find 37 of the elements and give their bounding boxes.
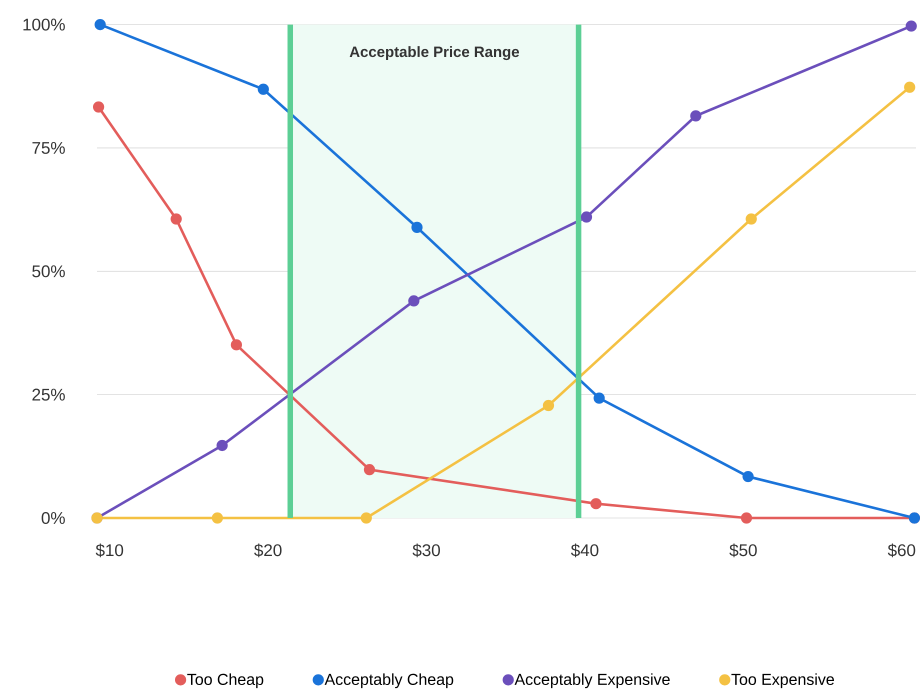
x-tick-label: $60 — [888, 544, 916, 558]
point — [364, 464, 376, 476]
point — [690, 110, 702, 122]
point — [212, 512, 223, 524]
x-tick-label: $30 — [412, 544, 440, 558]
y-tick-label: 100% — [23, 18, 65, 31]
legend-label: Too Expensive — [731, 673, 834, 688]
point — [906, 20, 917, 32]
point — [94, 18, 106, 30]
legend-label: Acceptably Cheap — [324, 673, 454, 688]
point — [216, 440, 228, 452]
point — [408, 295, 420, 307]
x-tick-label: $20 — [254, 544, 282, 558]
point — [740, 512, 752, 524]
point — [742, 470, 754, 482]
x-tick-label: $10 — [96, 544, 124, 558]
point — [170, 213, 182, 225]
point — [542, 400, 554, 412]
x-tick-label: $40 — [570, 544, 598, 558]
point — [258, 84, 269, 95]
point — [594, 392, 605, 404]
legend-label: Acceptably Expensive — [514, 673, 670, 688]
point — [590, 498, 602, 510]
band-label: Acceptable Price Range — [350, 46, 520, 60]
point — [746, 213, 757, 225]
y-tick-label: 50% — [32, 265, 65, 278]
point — [580, 211, 592, 223]
x-tick-label: $50 — [729, 544, 757, 558]
point — [92, 101, 104, 113]
point — [360, 512, 372, 524]
legend-label: Too Cheap — [187, 673, 264, 688]
point — [230, 339, 242, 350]
y-tick-label: 0% — [42, 512, 65, 524]
y-tick-label: 25% — [32, 388, 65, 401]
point — [904, 82, 916, 93]
point — [411, 222, 423, 233]
y-tick-label: 75% — [32, 142, 65, 154]
